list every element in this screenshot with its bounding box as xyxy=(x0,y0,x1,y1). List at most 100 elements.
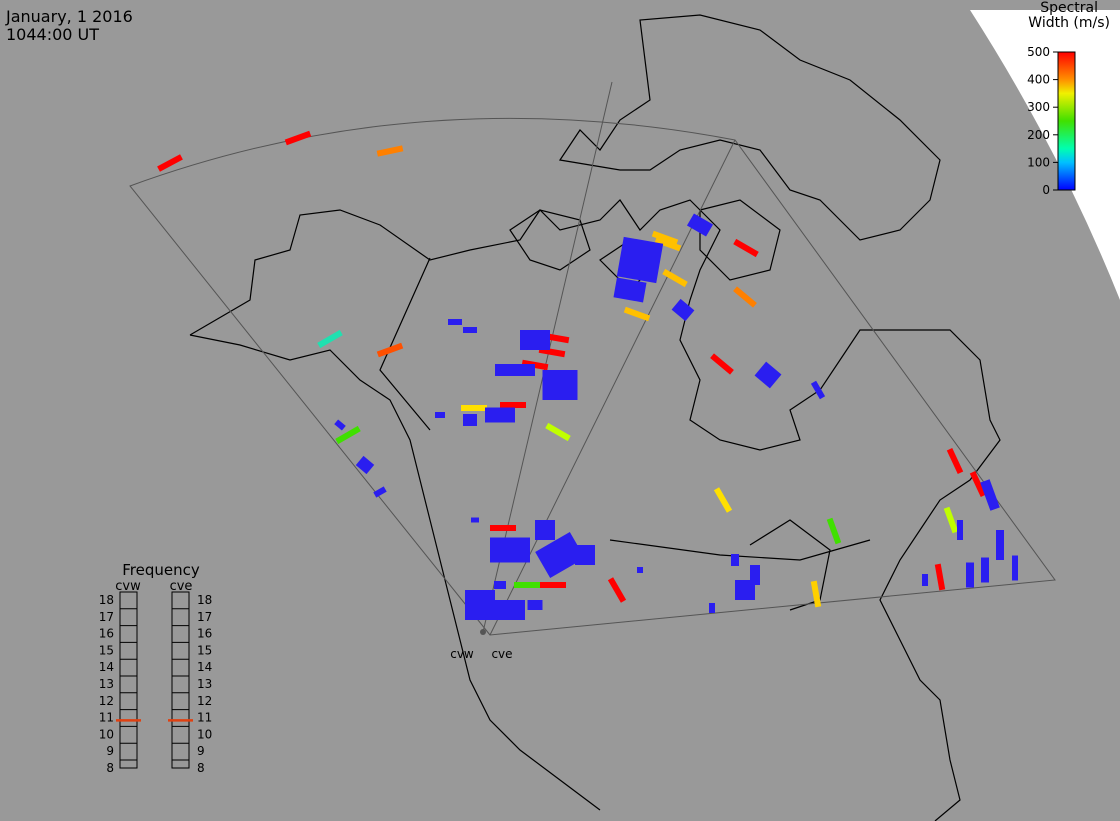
frequency-title: Frequency xyxy=(122,561,200,579)
station-label: cvw xyxy=(450,647,474,661)
radar-cell xyxy=(527,600,543,610)
radar-cell xyxy=(284,130,312,146)
radar-cell xyxy=(535,532,585,578)
radar-cell xyxy=(465,590,495,620)
radar-cell xyxy=(607,577,627,603)
radar-cell xyxy=(623,306,651,322)
radar-cell xyxy=(542,370,578,400)
radar-cell xyxy=(710,353,734,375)
radar-cell xyxy=(686,213,714,237)
radar-cell xyxy=(810,380,826,400)
radar-cell xyxy=(373,486,387,498)
radar-cell xyxy=(731,554,739,566)
frequency-tick-label: 11 xyxy=(99,711,114,725)
radar-cell xyxy=(463,327,477,333)
radar-cell xyxy=(713,487,733,513)
radar-cell xyxy=(471,517,479,523)
radar-cell xyxy=(616,236,664,284)
radar-cell xyxy=(969,470,987,498)
radar-cell xyxy=(317,329,343,349)
radar-name: cve xyxy=(170,579,193,594)
frequency-tick-label: 12 xyxy=(197,694,212,708)
frequency-tick-label: 13 xyxy=(99,677,114,691)
radar-cell xyxy=(922,574,928,586)
radar-cell xyxy=(966,562,974,588)
frequency-tick-label: 16 xyxy=(197,627,212,641)
frequency-tick-label: 8 xyxy=(106,761,114,775)
radar-cell xyxy=(334,419,346,431)
radar-cell xyxy=(535,520,555,540)
frequency-tick-label: 9 xyxy=(106,744,114,758)
radar-cell xyxy=(500,402,526,408)
colorbar-tick-label: 200 xyxy=(1027,128,1050,142)
radar-cell xyxy=(355,455,375,475)
radar-cell xyxy=(651,230,679,246)
frequency-tick-label: 18 xyxy=(197,593,212,607)
radar-cells xyxy=(157,130,1018,620)
radar-cell xyxy=(485,407,515,423)
radar-cell xyxy=(733,286,757,308)
date-label: January, 1 2016 xyxy=(5,7,133,26)
station-label: cve xyxy=(491,647,512,661)
radar-cell xyxy=(490,537,530,563)
frequency-tick-label: 16 xyxy=(99,627,114,641)
radar-name: cvw xyxy=(115,579,141,594)
colorbar xyxy=(1057,51,1076,191)
radar-cell xyxy=(996,530,1004,560)
frequency-tick-label: 11 xyxy=(197,711,212,725)
frequency-tick-label: 14 xyxy=(197,660,212,674)
radar-cell xyxy=(514,582,540,588)
radar-cell xyxy=(946,447,964,475)
time-label: 1044:00 UT xyxy=(6,25,99,44)
radar-cell xyxy=(157,154,183,172)
radar-cell xyxy=(494,581,506,589)
frequency-tick-label: 12 xyxy=(99,694,114,708)
radar-cell xyxy=(520,330,550,350)
radar-cell xyxy=(435,412,445,418)
radar-cell xyxy=(754,361,782,389)
radar-cell xyxy=(750,565,760,585)
radar-cell xyxy=(981,557,989,583)
borders xyxy=(379,257,871,611)
radar-cell xyxy=(461,405,487,411)
outside-region xyxy=(970,10,1120,300)
coastline xyxy=(189,199,1001,821)
frequency-tick-label: 10 xyxy=(197,727,212,741)
frequency-tick-label: 17 xyxy=(197,610,212,624)
radar-cell xyxy=(654,236,682,252)
radar-cell xyxy=(545,422,571,442)
coastline xyxy=(189,334,601,811)
radar-cell xyxy=(335,425,361,445)
frequency-tick-label: 15 xyxy=(197,643,212,657)
frequency-tick-label: 15 xyxy=(99,643,114,657)
fov-outline xyxy=(129,117,1056,636)
radar-cell xyxy=(448,319,462,325)
radar-cell xyxy=(709,603,715,613)
radar-cell xyxy=(376,145,404,157)
radar-cell xyxy=(733,238,759,258)
frequency-tick-label: 10 xyxy=(99,727,114,741)
colorbar-tick-label: 400 xyxy=(1027,73,1050,87)
radar-cell xyxy=(957,520,963,540)
colorbar-tick-label: 0 xyxy=(1042,183,1050,197)
radar-cell xyxy=(662,268,688,288)
frequency-tick-label: 14 xyxy=(99,660,114,674)
frequency-tick-label: 8 xyxy=(197,761,205,775)
radar-cell xyxy=(495,364,535,376)
colorbar-title: Width (m/s) xyxy=(1028,15,1110,31)
radar-cell xyxy=(540,582,566,588)
radar-cell xyxy=(1012,555,1018,581)
colorbar-title: Spectral xyxy=(1040,0,1098,16)
radar-cell xyxy=(943,506,959,534)
radar-cell xyxy=(826,517,842,545)
frequency-tick-label: 9 xyxy=(197,744,205,758)
frequency-tick-label: 17 xyxy=(99,610,114,624)
radar-cell xyxy=(810,580,822,608)
radar-site xyxy=(480,629,486,635)
radar-cell xyxy=(376,342,404,358)
radar-cell xyxy=(934,563,946,591)
radar-cell xyxy=(490,525,516,531)
radar-cell xyxy=(463,414,477,426)
colorbar-tick-label: 300 xyxy=(1027,100,1050,114)
